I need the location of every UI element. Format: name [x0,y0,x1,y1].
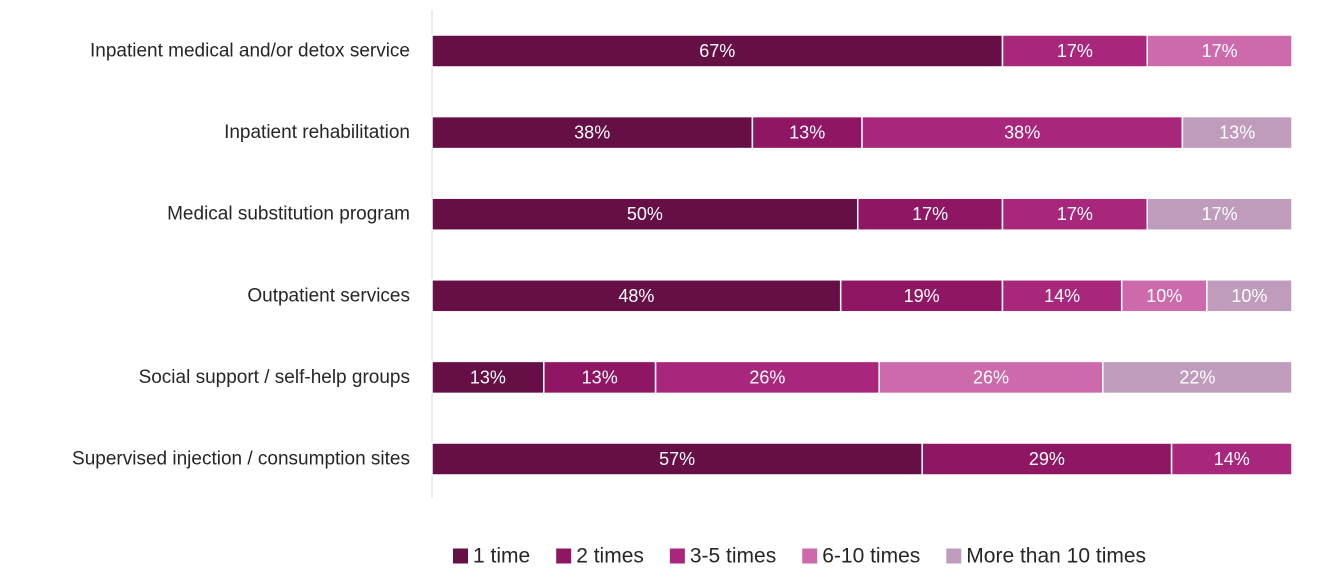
bar-segment [1146,34,1293,68]
data-label: 50% [627,204,663,224]
category-labels: Inpatient medical and/or detox service In… [72,41,410,470]
data-label: 19% [904,286,940,306]
category-label: Medical substitution program [167,204,410,225]
data-label: 22% [1179,367,1215,387]
legend-item: 1 time [453,545,530,568]
data-label: 13% [582,367,618,387]
data-label: 14% [1044,286,1080,306]
legend-item: 6-10 times [802,545,920,568]
bar-segment [1001,197,1148,231]
bar-segment [654,360,880,395]
data-label: 26% [749,367,785,387]
data-label: 48% [618,286,654,306]
data-label: 17% [1202,204,1238,224]
bar-segment [1102,360,1293,395]
data-label: 17% [1057,41,1093,61]
data-label: 10% [1231,286,1267,306]
category-label: Social support / self-help groups [139,367,410,388]
legend-swatch [669,548,685,564]
category-label: Inpatient medical and/or detox service [90,41,410,62]
data-labels: 67% 17% 17% 38% 13% 38% 13% 50% 17% 17% 17% 48% 19% 1… [470,41,1268,469]
bar-segment [1206,279,1293,313]
bar-segment [878,360,1104,395]
legend-label: 2 times [576,545,644,568]
data-label: 26% [973,367,1009,387]
bar-segment [431,360,545,395]
data-label: 17% [912,204,948,224]
legend-swatch [453,548,468,564]
data-label: 38% [1004,123,1040,143]
bar-segment [1146,197,1293,231]
legend-label: 3-5 times [690,545,776,568]
category-label: Outpatient services [247,285,410,306]
bar-segment [1120,279,1208,313]
bar-segment [839,279,1004,313]
data-label: 57% [659,449,695,469]
legend-swatch [946,548,962,564]
data-label: 67% [699,41,735,61]
legend-label: 1 time [473,545,530,568]
data-label: 38% [574,123,610,143]
category-label: Supervised injection / consumption sites [72,449,410,470]
bar-segment [1181,115,1293,150]
data-label: 10% [1146,286,1182,306]
legend-item: More than 10 times [946,545,1146,568]
data-label: 17% [1202,41,1238,61]
bar-segment [1001,279,1123,313]
legend-swatch [802,548,818,564]
legend-swatch [556,548,572,564]
data-label: 13% [470,367,506,387]
bar-segments [431,34,1293,476]
bar-segment [1001,34,1148,68]
category-label: Inpatient rehabilitation [224,122,410,143]
legend-item: 3-5 times [669,545,776,568]
legend-item: 2 times [556,545,644,568]
legend-label: 6-10 times [822,545,920,568]
legend: 1 time 2 times 3-5 times 6-10 times More tha… [453,545,1146,568]
data-label: 17% [1057,204,1093,224]
legend-label: More than 10 times [966,545,1146,568]
bar-segment [1170,442,1293,476]
bar-segment [543,360,657,395]
data-label: 13% [1219,123,1255,143]
data-label: 29% [1029,449,1065,469]
data-label: 13% [789,123,825,143]
bar-segment [921,442,1173,476]
bar-segment [856,197,1004,231]
data-label: 14% [1214,449,1250,469]
